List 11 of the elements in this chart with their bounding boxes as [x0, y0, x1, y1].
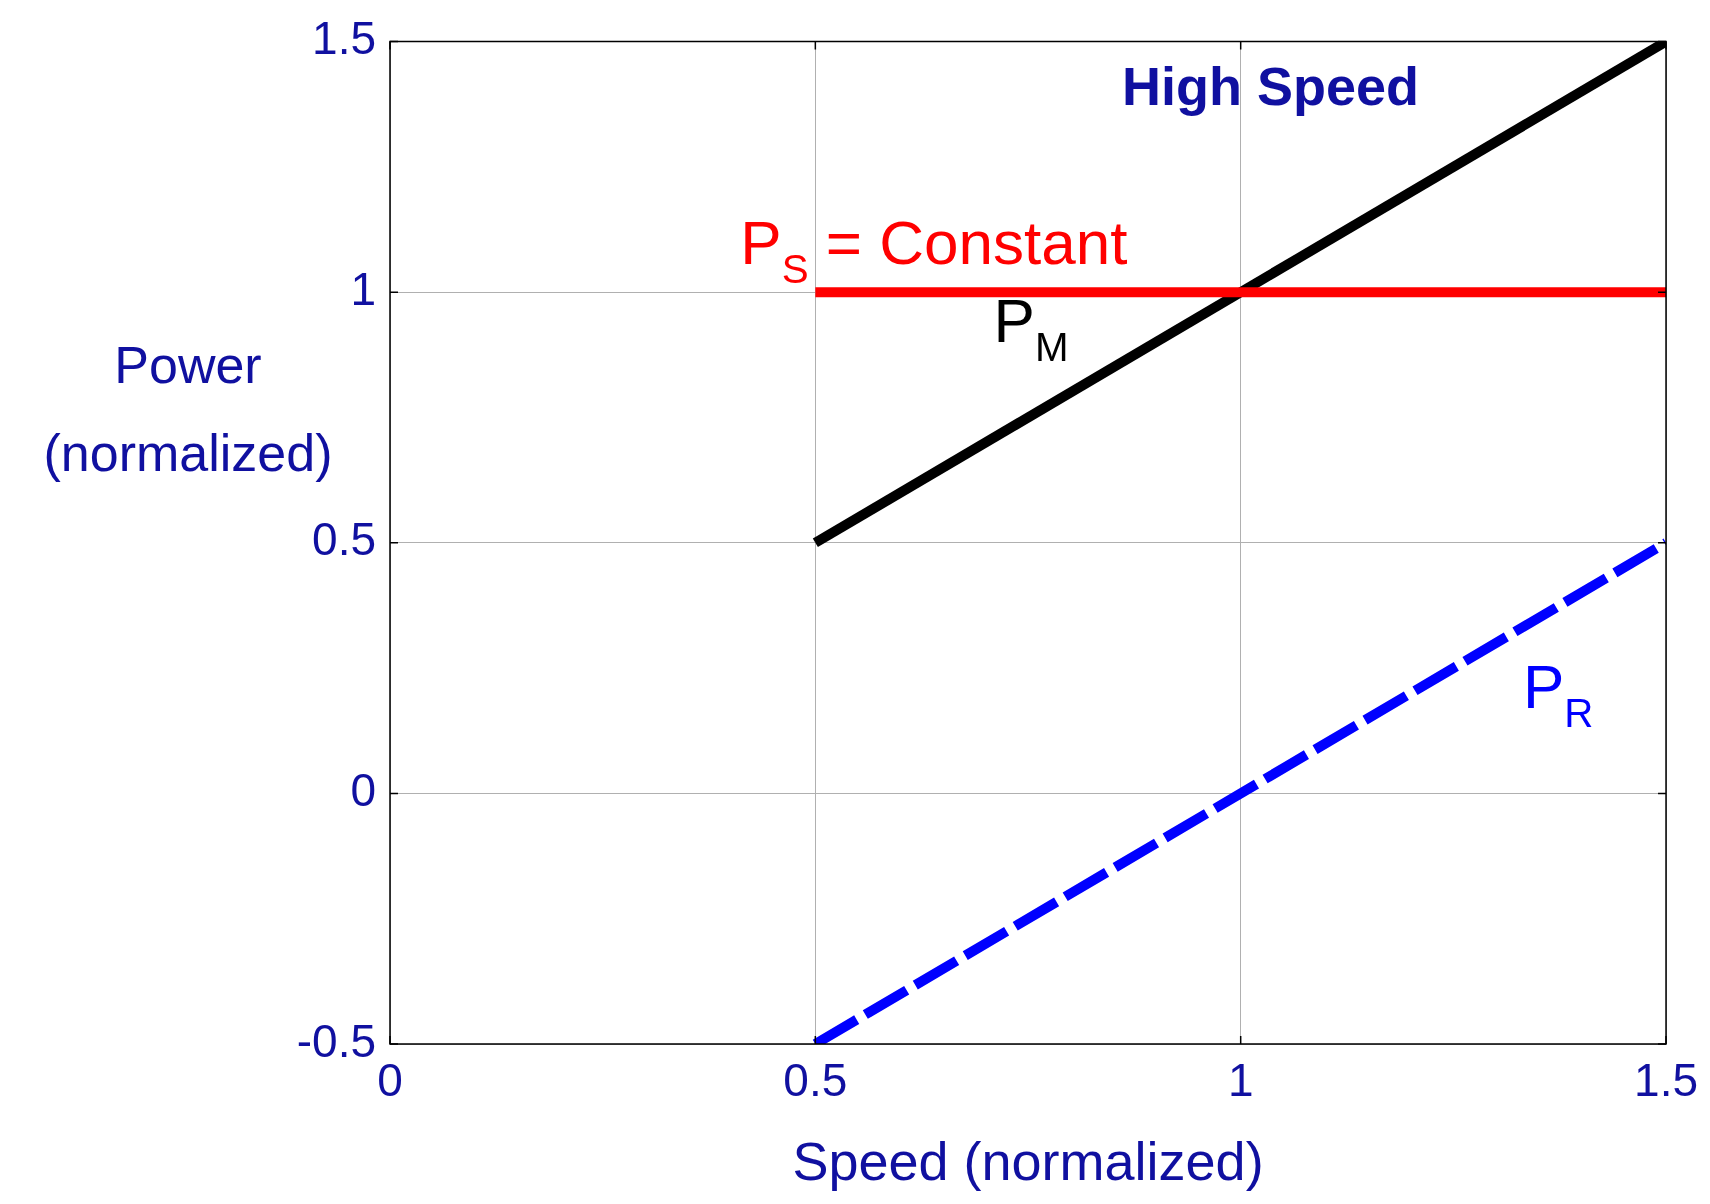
x-tick-label: 1 [1227, 1054, 1254, 1107]
y-tick-label: 0 [350, 764, 376, 817]
y-tick-label: 0.5 [312, 513, 376, 566]
x-tick-label: 0.5 [783, 1054, 848, 1107]
y-tick-label: 1.5 [312, 12, 376, 65]
y-tick-label: -0.5 [296, 1014, 376, 1067]
x-axis-title: Speed (normalized) [792, 1131, 1264, 1192]
x-tick-label: 1.5 [1634, 1054, 1698, 1107]
y-axis-title: Power (normalized) [43, 335, 333, 482]
y-tick-label: 1 [350, 262, 376, 315]
chart-title: High Speed [1121, 56, 1419, 117]
